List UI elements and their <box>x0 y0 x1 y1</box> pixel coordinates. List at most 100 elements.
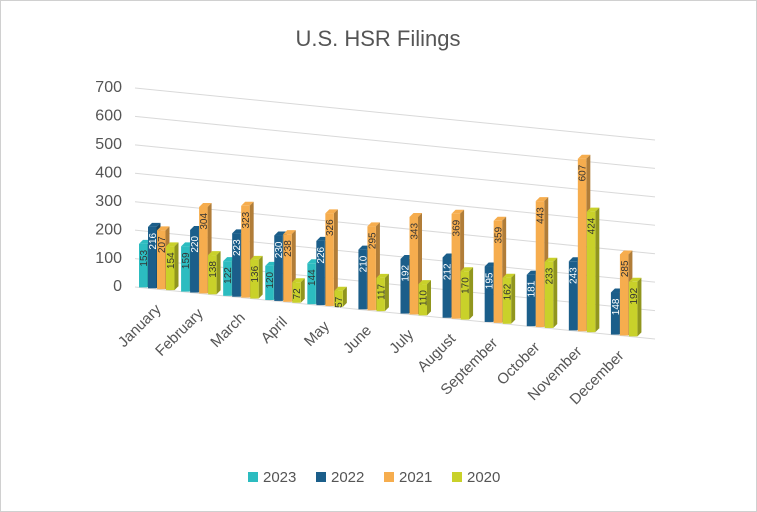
bar-side <box>342 286 347 307</box>
legend-swatch <box>452 472 462 482</box>
legend-swatch <box>384 472 394 482</box>
bar <box>586 207 600 333</box>
bar-top <box>418 280 431 285</box>
y-tick-label: 700 <box>95 79 122 96</box>
bar-front <box>568 261 578 331</box>
legend-label: 2023 <box>263 469 296 486</box>
bar-front <box>358 249 367 310</box>
data-label: 326 <box>325 219 336 236</box>
data-label: 230 <box>274 241 285 258</box>
bar-front <box>265 265 274 301</box>
data-label: 148 <box>611 298 622 315</box>
y-tick-label: 0 <box>113 278 122 295</box>
data-label: 223 <box>232 239 243 256</box>
bar-front <box>400 258 409 314</box>
data-label: 443 <box>536 207 547 224</box>
bar <box>166 242 179 291</box>
bar-front <box>241 205 250 298</box>
bar-front <box>376 277 385 312</box>
data-label: 162 <box>503 283 514 300</box>
bar-front <box>451 213 461 319</box>
bar-front <box>628 281 638 337</box>
bar-front <box>493 220 503 323</box>
bar-side <box>258 255 263 299</box>
bar-front <box>418 284 427 316</box>
bar-side <box>595 207 600 333</box>
data-label: 207 <box>157 236 168 253</box>
legend-label: 2020 <box>467 469 500 486</box>
bar-side <box>333 209 338 307</box>
bar-front <box>250 259 259 299</box>
bar-top <box>619 250 633 255</box>
bar <box>208 251 221 295</box>
data-label: 154 <box>166 252 177 269</box>
y-tick-label: 500 <box>95 136 122 153</box>
data-label: 285 <box>620 260 631 277</box>
y-tick-label: 300 <box>95 193 122 210</box>
data-label: 136 <box>250 265 261 282</box>
bar-top <box>577 154 591 159</box>
bar-top <box>148 222 161 227</box>
bar-top <box>283 230 296 235</box>
legend-swatch <box>248 472 258 482</box>
bar <box>292 278 305 303</box>
bar-side <box>174 242 179 291</box>
bar-front <box>139 243 148 288</box>
data-label: 110 <box>418 290 429 306</box>
data-label: 233 <box>545 267 556 284</box>
grid-line <box>134 286 656 340</box>
bar-front <box>292 282 301 303</box>
bar-front <box>166 246 175 291</box>
bar-top <box>544 257 558 262</box>
bar-front <box>307 263 316 305</box>
y-tick-label: 600 <box>95 108 122 125</box>
bar-top <box>502 273 516 278</box>
grid-line <box>134 115 656 169</box>
grid-line <box>134 144 656 198</box>
bar <box>460 267 474 320</box>
bar-top <box>586 207 600 212</box>
data-label: 212 <box>442 263 453 280</box>
bar <box>502 273 516 324</box>
bar-front <box>232 233 241 297</box>
data-label: 195 <box>485 272 496 289</box>
data-label: 138 <box>208 261 219 278</box>
bar-top <box>409 212 422 217</box>
data-label: 607 <box>578 164 589 181</box>
bar-front <box>334 290 343 307</box>
bar-front <box>526 274 536 327</box>
data-label: 192 <box>400 265 411 282</box>
grid-line <box>134 172 656 226</box>
data-label: 323 <box>241 211 252 228</box>
data-label: 72 <box>292 288 303 300</box>
data-label: 216 <box>148 232 159 249</box>
data-label: 243 <box>569 267 580 284</box>
legend-swatch <box>316 472 326 482</box>
data-label: 226 <box>316 246 327 263</box>
bar-front <box>460 271 470 320</box>
data-label: 57 <box>334 296 345 308</box>
bar-side <box>300 278 305 303</box>
data-label: 295 <box>367 232 378 249</box>
y-tick-label: 400 <box>95 165 122 182</box>
bar-top <box>241 201 254 206</box>
data-label: 181 <box>527 280 538 297</box>
bar-top <box>460 267 474 272</box>
bar-front <box>157 230 166 290</box>
bar-front <box>610 292 620 335</box>
bar-front <box>316 240 325 306</box>
data-label: 369 <box>451 219 462 236</box>
bar-front <box>502 277 512 324</box>
bar-top <box>325 209 338 214</box>
bar-side <box>216 251 221 295</box>
grid-line <box>134 201 656 255</box>
bar <box>250 255 263 299</box>
data-label: 304 <box>199 213 210 230</box>
bar-top <box>451 209 465 214</box>
chart-title: U.S. HSR Filings <box>295 26 460 51</box>
bar-front <box>535 201 545 328</box>
bar-top <box>292 278 305 283</box>
bar-top <box>334 286 347 291</box>
